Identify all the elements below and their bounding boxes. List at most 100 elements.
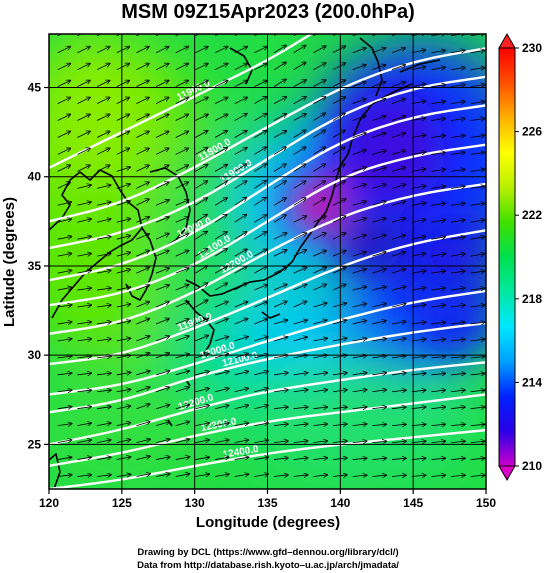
wind-arrow — [431, 169, 445, 171]
wind-arrow — [57, 339, 72, 341]
wind-arrow — [470, 203, 485, 205]
wind-arrow — [332, 233, 346, 240]
wind-arrow — [273, 62, 286, 71]
wind-arrow — [195, 165, 207, 172]
wind-arrow — [96, 423, 111, 426]
wind-arrow — [392, 441, 406, 442]
wind-arrow — [57, 390, 72, 392]
wind-arrow — [254, 147, 266, 155]
wind-arrow — [96, 165, 110, 172]
wind-arrow — [431, 407, 445, 409]
wind-arrow — [313, 63, 325, 71]
wind-arrow — [451, 475, 465, 476]
wind-arrow — [234, 388, 249, 393]
wind-arrow — [450, 237, 465, 239]
wind-arrow — [293, 475, 308, 477]
wind-arrow — [57, 219, 72, 223]
wind-arrow — [391, 116, 405, 121]
wind-arrow — [77, 253, 91, 256]
wind-arrow — [234, 80, 248, 87]
wind-arrow — [293, 114, 306, 121]
wind-arrow — [195, 474, 209, 476]
wind-arrow — [214, 198, 227, 206]
wind-arrow — [332, 63, 345, 71]
y-tick-label: 40 — [28, 170, 42, 184]
colorbar-max-arrow — [498, 32, 516, 49]
wind-arrow — [273, 337, 287, 342]
wind-arrow — [96, 34, 102, 37]
wind-arrow — [116, 389, 131, 391]
wind-arrow — [77, 356, 91, 358]
wind-arrow — [470, 186, 485, 188]
wind-arrow — [136, 439, 150, 443]
wind-arrow — [293, 181, 306, 189]
colorbar: 210 214 218 222 226 230 — [498, 32, 542, 482]
wind-arrow — [450, 220, 465, 222]
wind-arrow — [352, 287, 367, 291]
wind-arrow — [470, 424, 485, 425]
wind-arrow — [450, 407, 465, 409]
wind-arrow — [451, 356, 465, 357]
wind-arrow — [313, 458, 327, 460]
wind-arrow — [372, 356, 386, 358]
wind-arrow — [332, 284, 346, 291]
wind-arrow — [332, 130, 345, 138]
wind-arrow — [97, 356, 111, 358]
wind-arrow — [254, 34, 259, 37]
wind-arrow — [352, 475, 367, 476]
wind-arrow — [136, 371, 149, 376]
wind-arrow — [411, 236, 426, 240]
wind-arrow — [313, 338, 327, 341]
wind-arrow — [352, 407, 367, 409]
wind-arrow — [116, 338, 131, 341]
wind-arrow — [450, 322, 465, 324]
wind-arrow — [254, 423, 268, 426]
wind-arrow — [411, 152, 426, 154]
wind-arrow — [273, 147, 286, 155]
wind-arrow — [293, 80, 306, 87]
wind-arrow — [372, 269, 385, 274]
wind-arrow — [313, 46, 325, 54]
wind-arrow — [391, 356, 406, 358]
wind-arrow — [234, 249, 247, 257]
wind-arrow — [254, 64, 267, 71]
wind-arrow — [195, 300, 207, 308]
wind-arrow — [470, 407, 485, 409]
wind-arrow — [136, 97, 149, 104]
wind-arrow — [431, 50, 445, 52]
wind-arrow — [470, 135, 485, 137]
wind-arrow — [372, 321, 386, 325]
wind-arrow — [470, 305, 485, 307]
wind-arrow — [431, 220, 445, 222]
wind-arrow — [155, 405, 169, 410]
wind-arrow — [254, 266, 266, 274]
wind-arrow — [175, 336, 189, 342]
wind-arrow — [77, 64, 90, 71]
wind-arrow — [273, 97, 286, 104]
wind-arrow — [293, 45, 306, 54]
x-tick-label: 135 — [257, 496, 277, 510]
wind-arrow — [96, 97, 110, 104]
wind-arrow — [136, 148, 149, 155]
wind-arrow — [77, 322, 91, 324]
wind-arrow — [175, 200, 189, 206]
wind-arrow — [136, 422, 149, 427]
wind-arrow — [214, 64, 228, 71]
wind-arrow — [96, 131, 110, 138]
wind-arrow — [293, 267, 307, 274]
wind-arrow — [450, 288, 465, 290]
wind-arrow — [136, 234, 149, 240]
wind-arrow — [372, 373, 386, 375]
wind-arrow — [411, 475, 426, 476]
wind-arrow — [313, 424, 327, 426]
wind-arrow — [195, 283, 207, 291]
wind-arrow — [214, 47, 228, 54]
wind-arrow — [391, 390, 406, 392]
wind-arrow — [273, 301, 287, 308]
wind-arrow — [313, 250, 326, 257]
wind-arrow — [470, 373, 485, 374]
wind-arrow — [195, 148, 207, 155]
wind-arrow — [391, 304, 406, 308]
wind-arrow — [313, 147, 325, 155]
